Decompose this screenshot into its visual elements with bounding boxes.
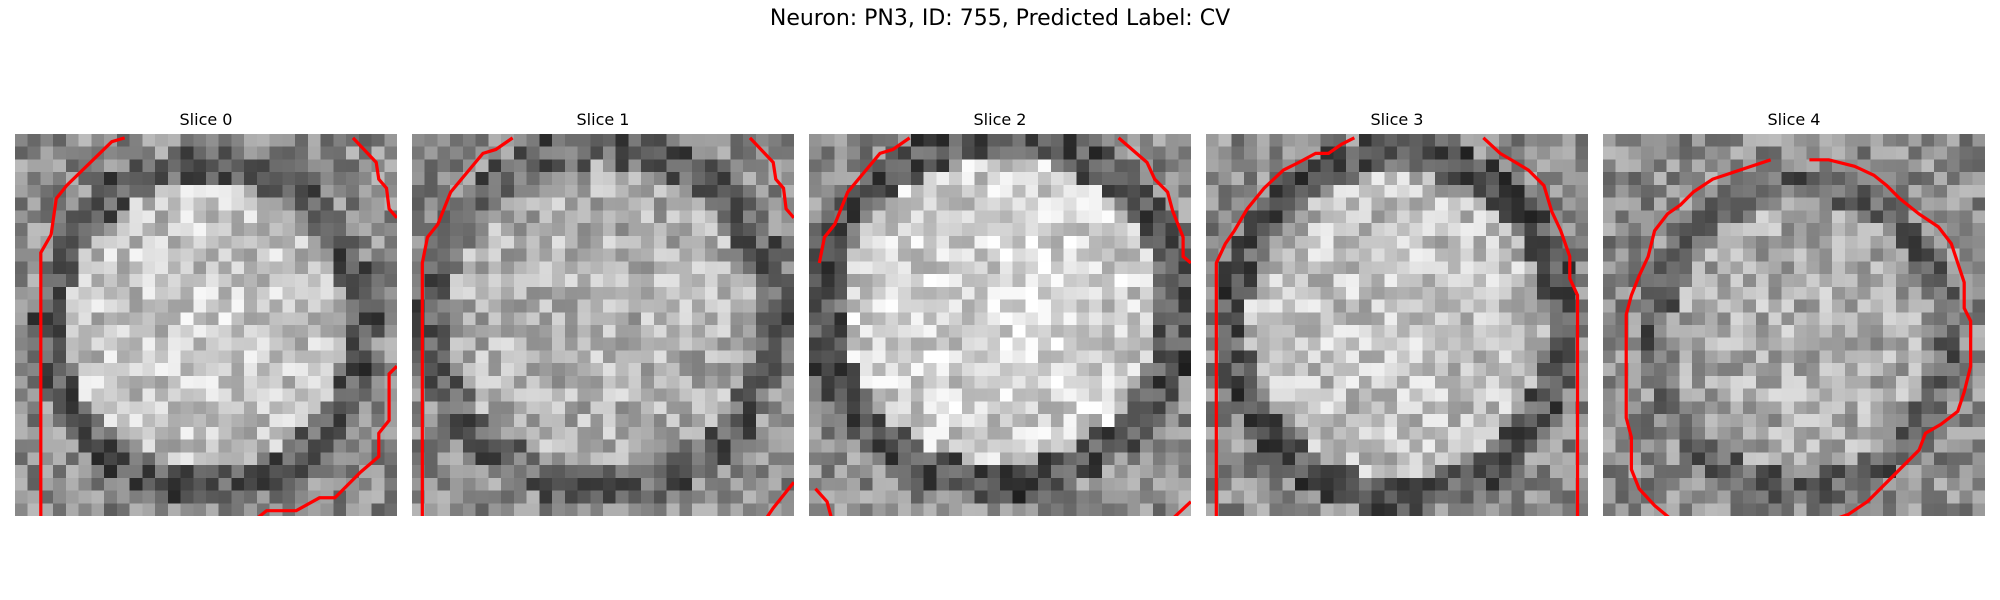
contour-segment	[1173, 500, 1191, 516]
slice-title: Slice 2	[973, 110, 1027, 129]
contour-segment	[257, 365, 397, 516]
slice-title: Slice 4	[1767, 110, 1821, 129]
contour-segment	[420, 136, 514, 516]
contour-segment	[1624, 158, 1772, 516]
contour-segment	[814, 487, 833, 516]
contour-segment	[1214, 136, 1356, 516]
contour-segment	[1809, 158, 1973, 516]
slice-image	[1206, 134, 1588, 516]
contour-segment	[1117, 136, 1191, 265]
contour-segment	[748, 136, 794, 219]
contour-overlay	[1214, 136, 1580, 516]
slice-title: Slice 0	[179, 110, 233, 129]
contour-overlay	[1624, 158, 1973, 516]
contour-segment	[765, 481, 794, 516]
contour-overlay	[814, 136, 1191, 516]
slice-image	[809, 134, 1191, 516]
contour-overlay	[420, 136, 794, 516]
slice-title: Slice 1	[576, 110, 630, 129]
slice-image	[1603, 134, 1985, 516]
slice-title: Slice 3	[1370, 110, 1424, 129]
slice-image	[412, 134, 794, 516]
figure-title: Neuron: PN3, ID: 755, Predicted Label: C…	[769, 6, 1231, 31]
contour-segment	[351, 136, 397, 219]
contour-overlay	[39, 136, 397, 516]
slice-image	[15, 134, 397, 516]
contour-segment	[817, 136, 911, 264]
contour-segment	[39, 136, 126, 516]
contour-segment	[1482, 136, 1580, 516]
